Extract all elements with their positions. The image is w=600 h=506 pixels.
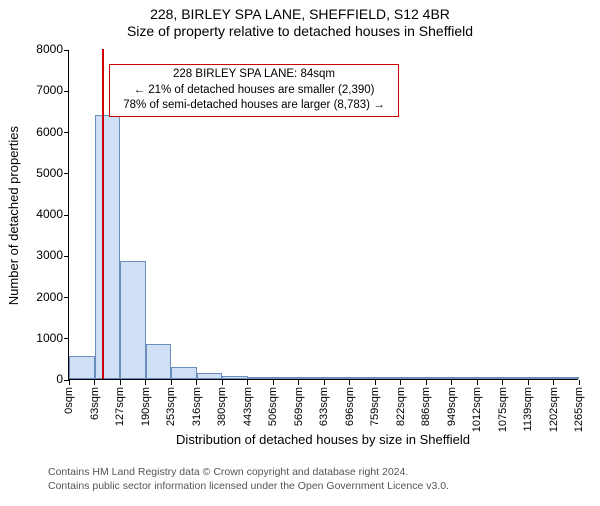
- y-tick: [64, 338, 69, 339]
- x-tick-label: 190sqm: [140, 387, 152, 426]
- histogram-bar: [120, 261, 146, 379]
- x-tick: [349, 380, 350, 385]
- x-tick-label: 633sqm: [318, 387, 330, 426]
- x-tick: [196, 380, 197, 385]
- page-subtitle: Size of property relative to detached ho…: [0, 23, 600, 40]
- x-tick: [247, 380, 248, 385]
- histogram-bar: [426, 377, 452, 379]
- x-tick: [375, 380, 376, 385]
- x-tick-label: 822sqm: [395, 387, 407, 426]
- y-tick-label: 2000: [23, 290, 63, 304]
- y-tick: [64, 297, 69, 298]
- x-tick: [273, 380, 274, 385]
- x-tick: [120, 380, 121, 385]
- y-tick-label: 5000: [23, 166, 63, 180]
- y-axis-label: Number of detached properties: [6, 126, 21, 305]
- footnote-line-1: Contains HM Land Registry data © Crown c…: [48, 466, 449, 480]
- histogram-bar: [401, 377, 427, 379]
- x-tick-label: 506sqm: [267, 387, 279, 426]
- x-tick-label: 569sqm: [293, 387, 305, 426]
- x-tick: [553, 380, 554, 385]
- x-tick: [477, 380, 478, 385]
- x-tick-label: 886sqm: [420, 387, 432, 426]
- footnote-line-2: Contains public sector information licen…: [48, 480, 449, 494]
- histogram-bar: [299, 377, 325, 379]
- x-tick: [400, 380, 401, 385]
- x-tick-label: 1202sqm: [548, 387, 560, 432]
- y-tick: [64, 50, 69, 51]
- y-tick-label: 0: [23, 372, 63, 386]
- info-box-line: ← 21% of detached houses are smaller (2,…: [116, 83, 392, 99]
- x-tick-label: 316sqm: [191, 387, 203, 426]
- histogram-bar: [95, 115, 121, 379]
- y-tick: [64, 215, 69, 216]
- histogram-bar: [69, 356, 95, 379]
- footnote: Contains HM Land Registry data © Crown c…: [48, 466, 449, 493]
- y-tick-label: 4000: [23, 207, 63, 221]
- x-tick: [451, 380, 452, 385]
- histogram-bar: [375, 377, 401, 379]
- x-tick-label: 253sqm: [165, 387, 177, 426]
- histogram-chart: 0100020003000400050006000700080000sqm63s…: [68, 50, 578, 380]
- histogram-bar: [528, 377, 554, 379]
- x-tick: [324, 380, 325, 385]
- x-tick: [579, 380, 580, 385]
- y-tick-label: 7000: [23, 83, 63, 97]
- y-tick: [64, 256, 69, 257]
- y-tick-label: 6000: [23, 125, 63, 139]
- x-tick: [502, 380, 503, 385]
- x-tick-label: 443sqm: [242, 387, 254, 426]
- info-box-line: 228 BIRLEY SPA LANE: 84sqm: [116, 67, 392, 83]
- x-tick: [222, 380, 223, 385]
- histogram-bar: [452, 377, 478, 379]
- x-tick-label: 1012sqm: [471, 387, 483, 432]
- y-tick: [64, 173, 69, 174]
- x-tick-label: 0sqm: [63, 387, 75, 414]
- x-tick: [69, 380, 70, 385]
- histogram-bar: [324, 377, 350, 379]
- property-info-box: 228 BIRLEY SPA LANE: 84sqm← 21% of detac…: [109, 64, 399, 117]
- y-tick-label: 3000: [23, 248, 63, 262]
- histogram-bar: [248, 377, 274, 379]
- x-tick-label: 1075sqm: [497, 387, 509, 432]
- histogram-bar: [171, 367, 197, 379]
- x-tick-label: 759sqm: [369, 387, 381, 426]
- x-tick-label: 949sqm: [446, 387, 458, 426]
- x-tick: [298, 380, 299, 385]
- property-marker-line: [102, 49, 104, 379]
- y-tick-label: 1000: [23, 331, 63, 345]
- x-tick-label: 1265sqm: [573, 387, 585, 432]
- histogram-bar: [477, 377, 503, 379]
- y-tick: [64, 91, 69, 92]
- info-box-line: 78% of semi-detached houses are larger (…: [116, 98, 392, 114]
- histogram-bar: [503, 377, 529, 379]
- x-tick-label: 1139sqm: [522, 387, 534, 431]
- x-tick-label: 380sqm: [216, 387, 228, 426]
- histogram-bar: [350, 377, 376, 379]
- page-title: 228, BIRLEY SPA LANE, SHEFFIELD, S12 4BR: [0, 6, 600, 23]
- y-tick: [64, 132, 69, 133]
- x-tick: [94, 380, 95, 385]
- x-tick-label: 63sqm: [89, 387, 101, 420]
- histogram-bar: [146, 344, 172, 379]
- x-tick-label: 696sqm: [344, 387, 356, 426]
- histogram-bar: [554, 377, 580, 379]
- x-tick: [426, 380, 427, 385]
- x-tick: [171, 380, 172, 385]
- x-tick: [528, 380, 529, 385]
- x-tick-label: 127sqm: [114, 387, 126, 426]
- x-axis-label: Distribution of detached houses by size …: [68, 432, 578, 447]
- histogram-bar: [197, 373, 223, 379]
- y-tick-label: 8000: [23, 42, 63, 56]
- x-tick: [145, 380, 146, 385]
- histogram-bar: [222, 376, 248, 379]
- histogram-bar: [273, 377, 299, 379]
